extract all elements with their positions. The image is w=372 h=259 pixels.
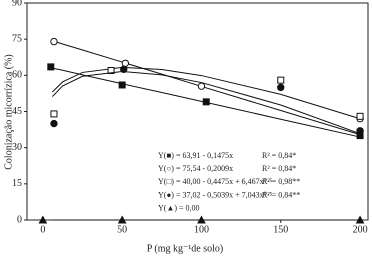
- data-point: [50, 110, 58, 118]
- y-tick-label: 75: [12, 33, 22, 44]
- data-point: [202, 98, 210, 106]
- data-point: [197, 215, 206, 224]
- x-tick-label: 200: [353, 224, 368, 235]
- x-tick-label: 100: [194, 224, 209, 235]
- data-point: [356, 127, 364, 135]
- data-point: [120, 65, 128, 74]
- fit-line: [52, 70, 361, 135]
- y-tick-label: 30: [12, 142, 22, 153]
- plot-frame: [26, 2, 369, 221]
- legend-entry: Y(●) = 37,02 - 0,5039x + 7,043x⁰·⁵: [158, 190, 272, 199]
- x-tick-label: 150: [273, 224, 288, 235]
- fit-line: [52, 40, 361, 136]
- data-point: [38, 215, 48, 224]
- data-point: [107, 67, 115, 75]
- y-tick-label: 15: [12, 178, 22, 189]
- x-tick-label: 50: [117, 224, 127, 235]
- data-point: [197, 82, 206, 90]
- y-tick-label: 0: [17, 214, 22, 225]
- y-tick-label: 60: [12, 70, 22, 81]
- legend-entry: Y(■) = 63,91 - 0,1475x: [158, 151, 233, 160]
- y-tick-label: 45: [12, 106, 22, 117]
- legend-r2: R² = 0,84*: [262, 164, 296, 173]
- legend-r2: R² = 0,84**: [262, 190, 300, 199]
- legend-entry: Y(□) = 40,00 - 0,4475x + 6,467x⁰·⁵: [158, 177, 272, 186]
- y-axis-label: Colonização micorrízica (%): [3, 54, 14, 170]
- data-point: [117, 215, 127, 224]
- data-point: [50, 37, 58, 46]
- data-point: [47, 63, 55, 71]
- x-tick-label: 0: [40, 224, 45, 235]
- legend-entry: Y(▲) = 0,00: [158, 204, 200, 213]
- data-point: [118, 81, 126, 89]
- y-tick-label: 90: [12, 0, 22, 8]
- data-point: [50, 119, 58, 128]
- fit-line: [52, 66, 361, 120]
- data-point: [121, 59, 130, 67]
- x-axis-label: P (mg kg⁻¹de solo): [147, 243, 224, 254]
- legend-r2: R² = 0,84*: [262, 151, 296, 160]
- data-point: [356, 112, 364, 120]
- fit-line: [52, 67, 361, 138]
- legend-r2: R² = 0,98**: [262, 177, 300, 186]
- data-point: [277, 76, 285, 84]
- data-point: [277, 83, 285, 92]
- data-point: [355, 215, 365, 224]
- legend-entry: Y(○) = 75,54 - 0,2009x: [158, 164, 233, 173]
